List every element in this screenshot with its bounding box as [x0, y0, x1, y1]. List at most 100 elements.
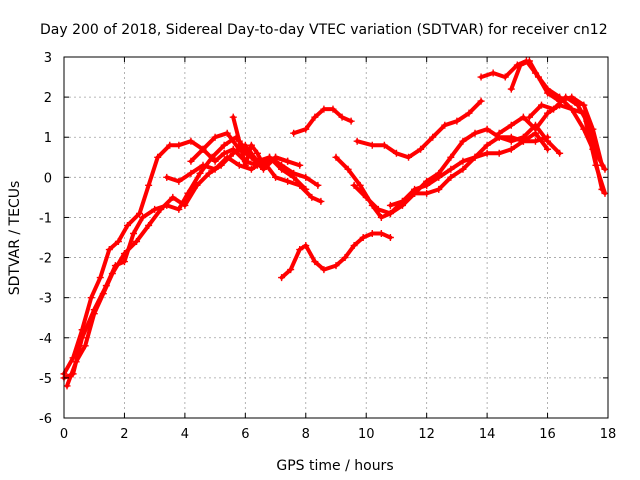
data-point-plus-marker [253, 149, 261, 157]
data-point-plus-marker [90, 306, 98, 314]
data-point-plus-marker [229, 113, 237, 121]
data-point-plus-marker [483, 141, 491, 149]
y-tick-label: -3 [39, 292, 52, 307]
data-point-plus-marker [175, 177, 183, 185]
data-point-plus-marker [447, 153, 455, 161]
data-point-plus-marker [423, 177, 431, 185]
y-tick-label: -1 [39, 211, 52, 226]
data-point-plus-marker [317, 197, 325, 205]
data-point-plus-marker [114, 238, 122, 246]
data-point-plus-marker [544, 145, 552, 153]
data-point-plus-marker [477, 97, 485, 105]
data-point-plus-marker [507, 145, 515, 153]
data-point-plus-marker [139, 213, 147, 221]
data-point-plus-marker [287, 266, 295, 274]
data-point-plus-marker [405, 153, 413, 161]
data-point-plus-marker [423, 189, 431, 197]
series-line [509, 59, 604, 168]
data-point-plus-marker [320, 266, 328, 274]
x-tick-label: 0 [60, 427, 68, 442]
x-tick-label: 18 [600, 427, 617, 442]
x-tick-label: 6 [241, 427, 249, 442]
data-point-plus-marker [187, 137, 195, 145]
data-point-plus-marker [441, 121, 449, 129]
data-point-plus-marker [296, 161, 304, 169]
data-point-plus-marker [495, 129, 503, 137]
data-point-plus-marker [495, 149, 503, 157]
data-point-plus-marker [489, 69, 497, 77]
data-point-plus-marker [483, 125, 491, 133]
data-point-plus-marker [111, 262, 119, 270]
data-point-plus-marker [556, 101, 564, 109]
data-point-plus-marker [483, 149, 491, 157]
data-point-plus-marker [435, 169, 443, 177]
data-point-plus-marker [507, 121, 515, 129]
data-point-plus-marker [102, 282, 110, 290]
y-tick-label: -5 [39, 372, 52, 387]
data-point-plus-marker [272, 153, 280, 161]
data-point-plus-marker [163, 201, 171, 209]
data-point-plus-marker [386, 209, 394, 217]
data-point-plus-marker [519, 113, 527, 121]
y-tick-label: -4 [39, 332, 52, 347]
data-point-plus-marker [417, 145, 425, 153]
y-tick-label: 3 [44, 51, 52, 66]
data-point-plus-marker [368, 229, 376, 237]
data-point-plus-marker [145, 181, 153, 189]
data-point-plus-marker [392, 149, 400, 157]
data-point-plus-marker [459, 165, 467, 173]
data-point-plus-marker [81, 342, 89, 350]
data-point-plus-marker [78, 334, 86, 342]
data-point-plus-marker [356, 181, 364, 189]
data-point-plus-marker [120, 258, 128, 266]
data-point-plus-marker [96, 274, 104, 282]
data-point-plus-marker [223, 153, 231, 161]
data-point-plus-marker [459, 157, 467, 165]
data-point-plus-marker [332, 262, 340, 270]
data-point-plus-marker [208, 153, 216, 161]
data-point-plus-marker [471, 153, 479, 161]
data-point-plus-marker [199, 145, 207, 153]
data-point-plus-marker [290, 129, 298, 137]
series-arc-7 [290, 105, 355, 137]
data-point-plus-marker [368, 141, 376, 149]
data-point-plus-marker [166, 141, 174, 149]
data-point-plus-marker [538, 101, 546, 109]
data-point-plus-marker [302, 173, 310, 181]
data-point-plus-marker [223, 129, 231, 137]
data-point-plus-marker [574, 101, 582, 109]
data-point-plus-marker [220, 149, 228, 157]
data-point-plus-marker [169, 193, 177, 201]
data-point-plus-marker [284, 157, 292, 165]
data-point-plus-marker [211, 157, 219, 165]
data-point-plus-marker [447, 165, 455, 173]
plot-frame [63, 56, 609, 419]
data-point-plus-marker [562, 93, 570, 101]
data-point-plus-marker [531, 125, 539, 133]
data-point-plus-marker [320, 105, 328, 113]
data-point-plus-marker [332, 153, 340, 161]
data-point-plus-marker [278, 274, 286, 282]
data-point-plus-marker [580, 101, 588, 109]
data-point-plus-marker [278, 161, 286, 169]
data-point-plus-marker [429, 133, 437, 141]
data-point-plus-marker [341, 254, 349, 262]
data-point-plus-marker [187, 169, 195, 177]
data-point-plus-marker [211, 133, 219, 141]
series-arc-12 [386, 133, 552, 209]
data-point-plus-marker [471, 129, 479, 137]
data-point-plus-marker [353, 137, 361, 145]
data-point-plus-marker [347, 117, 355, 125]
x-tick-label: 2 [120, 427, 128, 442]
data-point-plus-marker [465, 109, 473, 117]
x-tick-label: 14 [479, 427, 496, 442]
x-tick-label: 16 [539, 427, 556, 442]
data-point-plus-marker [519, 137, 527, 145]
y-tick-label: -6 [39, 412, 52, 427]
data-point-plus-marker [284, 177, 292, 185]
data-point-plus-marker [459, 137, 467, 145]
data-point-plus-marker [235, 161, 243, 169]
data-point-plus-marker [196, 169, 204, 177]
